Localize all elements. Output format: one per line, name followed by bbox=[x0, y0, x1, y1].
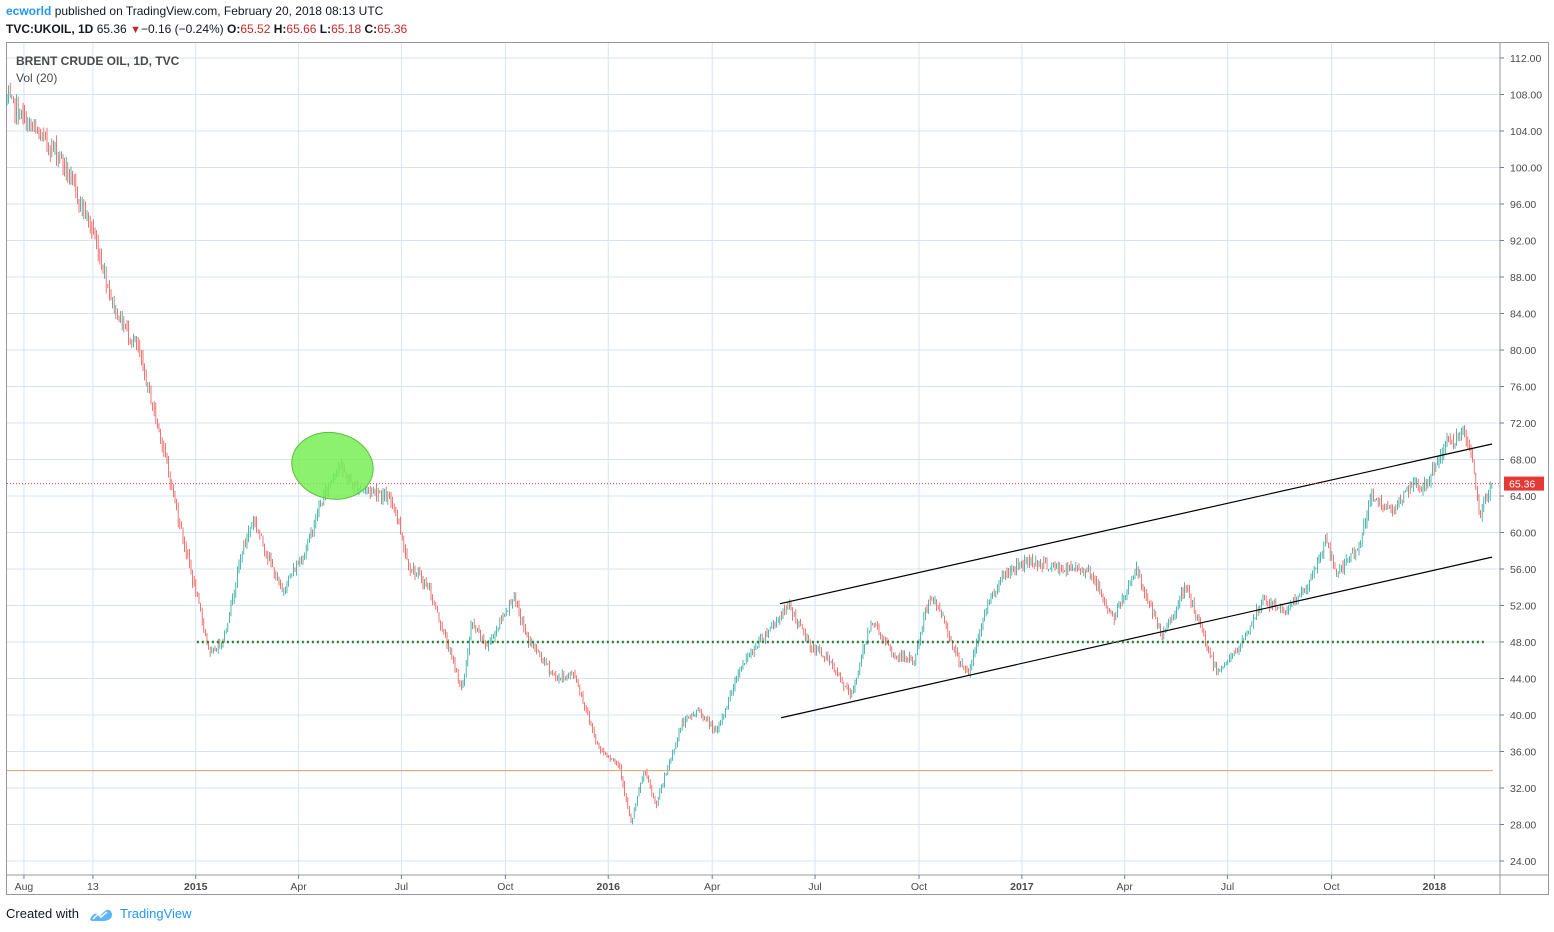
x-tick-label: 2017 bbox=[1010, 881, 1034, 893]
last-price: 65.36 bbox=[96, 22, 127, 36]
x-tick-label: Jul bbox=[395, 881, 408, 893]
published-text: published on TradingView.com, February 2… bbox=[54, 4, 384, 18]
x-tick-label: Oct bbox=[1323, 881, 1339, 893]
x-tick-label: 2018 bbox=[1423, 881, 1447, 893]
y-tick-label: 64.00 bbox=[1510, 491, 1536, 503]
high-value: 65.66 bbox=[286, 22, 317, 36]
tradingview-link[interactable]: TradingView bbox=[120, 906, 192, 921]
x-tick-label: 13 bbox=[87, 881, 99, 893]
y-tick-label: 108.00 bbox=[1510, 90, 1542, 102]
publish-info: ecworld published on TradingView.com, Fe… bbox=[6, 4, 383, 18]
y-tick-label: 112.00 bbox=[1510, 53, 1541, 65]
channel-trendline bbox=[781, 556, 1493, 719]
last-price-badge bbox=[1504, 476, 1544, 491]
y-tick-label: 28.00 bbox=[1510, 820, 1536, 832]
y-tick-label: 84.00 bbox=[1510, 309, 1536, 321]
y-tick-label: 24.00 bbox=[1510, 856, 1536, 868]
author-link[interactable]: ecworld bbox=[6, 4, 52, 18]
highlight-ellipse bbox=[291, 432, 374, 500]
y-tick-label: 44.00 bbox=[1510, 674, 1536, 686]
price-change: −0.16 (−0.24%) bbox=[140, 22, 224, 36]
y-tick-label: 56.00 bbox=[1510, 564, 1536, 576]
y-tick-label: 92.00 bbox=[1510, 236, 1536, 248]
last-price-label: 65.36 bbox=[1509, 479, 1535, 491]
y-tick-label: 80.00 bbox=[1510, 345, 1536, 357]
symbol-label: TVC:UKOIL, 1D bbox=[6, 22, 94, 36]
chart-frame[interactable] bbox=[6, 42, 1549, 895]
y-tick-label: 40.00 bbox=[1510, 710, 1536, 722]
y-tick-label: 36.00 bbox=[1510, 747, 1536, 759]
open-value: 65.52 bbox=[240, 22, 271, 36]
x-tick-label: Oct bbox=[911, 881, 927, 893]
y-tick-label: 60.00 bbox=[1510, 528, 1536, 540]
series-title: BRENT CRUDE OIL, 1D, TVC bbox=[16, 54, 180, 68]
x-tick-label: 2015 bbox=[184, 881, 208, 893]
created-with-text: Created with bbox=[6, 906, 79, 921]
close-label: C: bbox=[364, 22, 378, 36]
low-value: 65.18 bbox=[331, 22, 362, 36]
x-tick-label: 2016 bbox=[597, 881, 621, 893]
close-value: 65.36 bbox=[377, 22, 408, 36]
y-tick-label: 72.00 bbox=[1510, 418, 1536, 430]
y-tick-label: 88.00 bbox=[1510, 272, 1536, 284]
y-tick-label: 48.00 bbox=[1510, 637, 1536, 649]
x-tick-label: Aug bbox=[15, 881, 34, 893]
down-arrow-icon: ▼ bbox=[130, 24, 141, 36]
x-tick-label: Jul bbox=[1221, 881, 1234, 893]
high-label: H: bbox=[273, 22, 287, 36]
y-tick-label: 32.00 bbox=[1510, 783, 1536, 795]
indicator-label: Vol (20) bbox=[16, 71, 58, 85]
y-tick-label: 68.00 bbox=[1510, 455, 1536, 467]
low-label: L: bbox=[319, 22, 332, 36]
candles bbox=[6, 82, 1493, 825]
ohlc-bar: TVC:UKOIL, 1D 65.36 ▼−0.16 (−0.24%) O:65… bbox=[6, 22, 407, 36]
y-tick-label: 96.00 bbox=[1510, 199, 1536, 211]
x-tick-label: Jul bbox=[808, 881, 821, 893]
y-tick-label: 104.00 bbox=[1510, 126, 1542, 138]
x-tick-label: Apr bbox=[704, 881, 721, 893]
x-tick-label: Apr bbox=[1117, 881, 1134, 893]
y-tick-label: 52.00 bbox=[1510, 601, 1536, 613]
y-tick-label: 100.00 bbox=[1510, 163, 1542, 175]
channel-trendline bbox=[779, 443, 1493, 605]
x-tick-label: Apr bbox=[290, 881, 307, 893]
tradingview-logo-icon[interactable] bbox=[89, 908, 113, 922]
y-tick-label: 76.00 bbox=[1510, 382, 1536, 394]
footer: Created with TradingView bbox=[6, 906, 192, 922]
x-tick-label: Oct bbox=[497, 881, 513, 893]
open-label: O: bbox=[227, 22, 241, 36]
